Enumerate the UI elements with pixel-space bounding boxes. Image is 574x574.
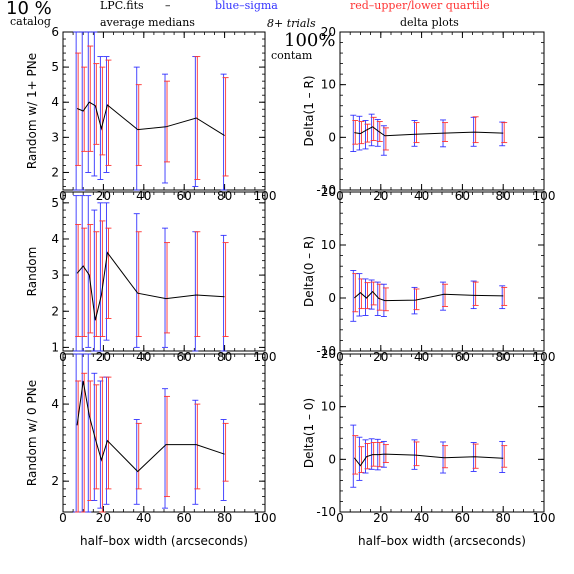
y-tick-label: 10 (321, 400, 336, 414)
y-tick-label: 2 (51, 165, 59, 179)
y-axis-label: Random (25, 247, 39, 297)
y-tick-label: 20 (321, 185, 336, 199)
contam-percent-label: 100% (284, 30, 336, 51)
plot-frame (339, 353, 545, 513)
x-tick-label: 60 (455, 511, 470, 525)
y-tick-label: 20 (321, 25, 336, 39)
x-tick-label: 20 (96, 511, 111, 525)
plot-frame (339, 31, 545, 191)
y-axis-label: Random w/ 1+ PNe (25, 53, 39, 169)
trials-label: 8+ trials (267, 17, 316, 30)
y-tick-label: -10 (316, 183, 336, 197)
y-tick-label: 0 (328, 130, 336, 144)
y-tick-label: -10 (316, 505, 336, 519)
quartile-legend: red–upper/lower quartile (350, 0, 490, 12)
panel-left-bottom: 0 20 40 60 80 100 2 4 Random w/ 0 PNe half–box wi… (25, 353, 277, 548)
y-tick-label: 4 (51, 232, 59, 246)
y-axis-label: Delta(1 – 0) (302, 398, 316, 468)
y-tick-label: 4 (51, 397, 59, 411)
y-tick-label: 6 (51, 25, 59, 39)
catalog-label: catalog (10, 15, 51, 28)
y-tick-label: 10 (321, 78, 336, 92)
y-tick-label: -10 (316, 344, 336, 358)
y-tick-label: 0 (328, 452, 336, 466)
x-tick-label: 40 (136, 511, 151, 525)
median-series-line (76, 380, 225, 473)
y-tick-label: 0 (328, 291, 336, 305)
panel-left-middle: 02040608010012345Random (25, 191, 276, 364)
x-tick-label: 0 (336, 511, 344, 525)
delta-plots-label: delta plots (400, 16, 459, 29)
contamination-percent-label: 10 % (6, 0, 52, 19)
y-tick-label: 20 (321, 347, 336, 361)
y-tick-label: 5 (51, 196, 59, 210)
median-series-line (353, 453, 504, 467)
y-axis-label: Delta(1 – R) (302, 76, 316, 147)
average-medians-label: average medians (100, 16, 195, 29)
median-series-line (354, 126, 504, 137)
header-dash: – (165, 0, 171, 12)
y-tick-label: 2 (51, 474, 59, 488)
y-tick-label: 3 (51, 130, 59, 144)
x-axis-label: half–box width (arcseconds) (80, 534, 248, 548)
x-tick-label: 100 (254, 511, 277, 525)
y-tick-label: 4 (51, 95, 59, 109)
x-tick-label: 60 (177, 511, 192, 525)
x-tick-label: 40 (414, 511, 429, 525)
y-tick-label: 3 (51, 268, 59, 282)
panel-left-top: 02040608010023456Random w/ 1+ PNe (25, 25, 276, 203)
plot-frame (62, 191, 266, 352)
y-tick-label: 10 (321, 238, 336, 252)
x-tick-label: 20 (373, 511, 388, 525)
median-series-line (353, 290, 504, 302)
y-tick-label: 2 (51, 304, 59, 318)
plot-frame (62, 31, 266, 191)
plot-frame (339, 191, 545, 352)
file-name-label: LPC.fits (100, 0, 144, 12)
y-tick-label: 1 (51, 340, 59, 354)
contam-label: contam (271, 49, 313, 62)
sigma-legend: blue–sigma (215, 0, 278, 12)
x-axis-label: half–box width (arcseconds) (358, 534, 526, 548)
x-tick-label: 80 (496, 511, 511, 525)
y-axis-label: Random w/ 0 PNe (25, 380, 39, 486)
x-tick-label: 100 (533, 511, 556, 525)
y-tick-label: 5 (51, 60, 59, 74)
x-tick-label: 80 (217, 511, 232, 525)
x-tick-label: 0 (59, 511, 67, 525)
median-series-line (76, 251, 225, 321)
median-series-line (76, 101, 225, 137)
y-axis-label: Delta(0 – R) (302, 236, 316, 307)
